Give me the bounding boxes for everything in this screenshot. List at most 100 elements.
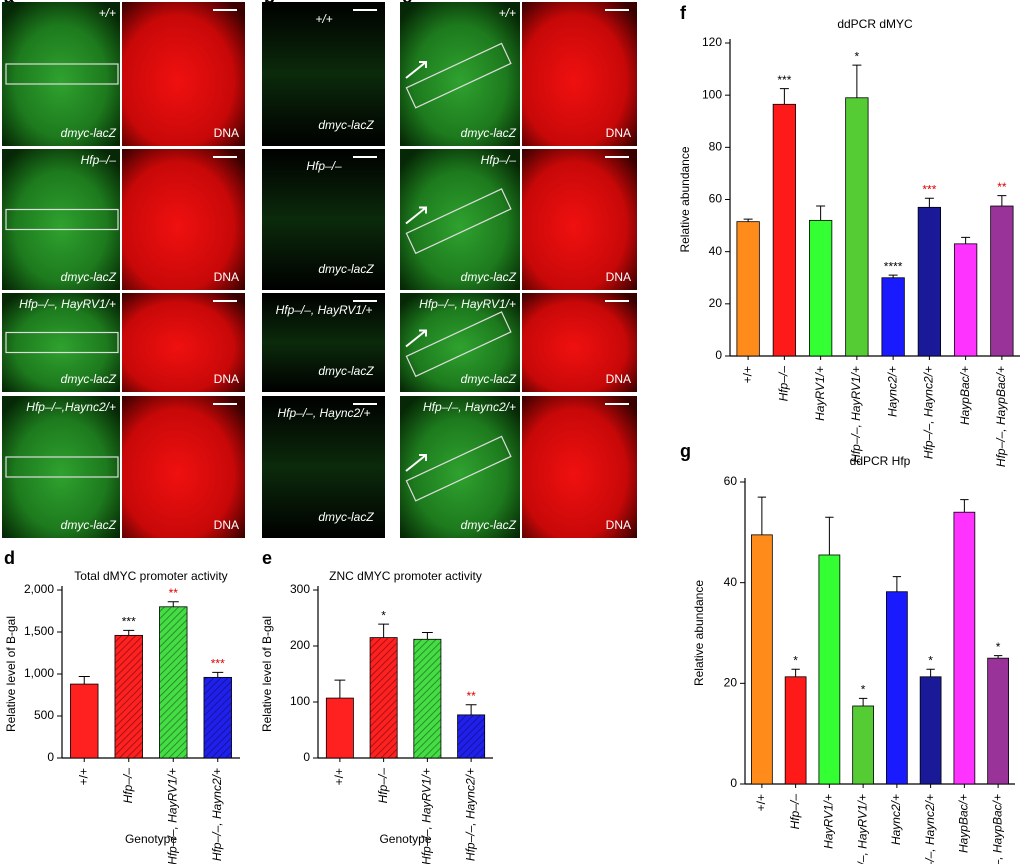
- y-tick-label: 80: [709, 140, 723, 154]
- x-tick-label: Haync2/+: [889, 794, 903, 845]
- error-bar: [757, 496, 767, 535]
- significance: *: [996, 640, 1001, 654]
- significance: **: [169, 586, 179, 600]
- genotype-label: Hfp–/–, HayRV1/+: [19, 297, 116, 311]
- error-bar: [993, 655, 1003, 659]
- error-bar: [123, 629, 135, 636]
- x-tick-label: Hfp–/–, HayRV1/+: [420, 768, 434, 864]
- error-bar: [378, 623, 390, 638]
- significance: ****: [884, 259, 903, 273]
- y-tick-label: 200: [290, 638, 310, 652]
- x-tick-label: Hfp–/–: [788, 794, 802, 830]
- y-axis-label: Relative level of B-gal: [260, 616, 274, 732]
- bar: [808, 219, 833, 357]
- genotype-label: Hfp–/–, HayRV1/+: [276, 303, 373, 317]
- stain-label: DNA: [606, 372, 631, 386]
- y-tick-label: 40: [709, 244, 723, 258]
- stain-label: DNA: [214, 126, 239, 140]
- reporter-label: dmyc-lacZ: [318, 118, 374, 132]
- y-tick-label: 100: [702, 87, 722, 101]
- green-image: [262, 396, 385, 538]
- bar: [772, 103, 797, 357]
- bar: [325, 697, 354, 759]
- green-image: [400, 293, 520, 392]
- green-image: [400, 149, 520, 290]
- reporter-label: dmyc-lacZ: [461, 126, 517, 140]
- reporter-label: dmyc-lacZ: [318, 364, 374, 378]
- significance: *: [381, 608, 386, 622]
- y-axis-label: Relative level of B-gal: [4, 616, 18, 732]
- bar: [818, 554, 841, 785]
- charts: d Total dMYC promoter activity Relative le…: [4, 3, 1020, 864]
- red-image: [122, 396, 245, 538]
- error-bar: [888, 274, 898, 278]
- genotype-label: Hfp–/–: [481, 153, 517, 167]
- stain-label: DNA: [606, 518, 631, 532]
- roi-box: [405, 435, 512, 502]
- stain-label: DNA: [214, 372, 239, 386]
- significance: ***: [211, 656, 225, 670]
- x-tick-label: Hfp–/–, Haync2/+: [210, 768, 224, 861]
- significance: ***: [777, 73, 791, 87]
- bar: [845, 97, 869, 357]
- reporter-label: dmyc-lacZ: [61, 126, 117, 140]
- y-tick-label: 1,000: [24, 666, 54, 680]
- y-tick-label: 300: [290, 582, 310, 596]
- significance: **: [997, 180, 1007, 194]
- y-tick-label: 0: [303, 750, 310, 764]
- bar: [919, 676, 942, 785]
- error-bar: [167, 601, 179, 607]
- red-image: [122, 149, 245, 290]
- panel-letter: g: [680, 441, 691, 461]
- roi-box: [405, 42, 512, 109]
- x-tick-label: HayRV1/+: [813, 366, 827, 421]
- x-tick-label: Hfp–/–: [777, 366, 791, 402]
- genotype-label: +/+: [99, 6, 116, 20]
- arrow: [405, 206, 427, 225]
- stain-label: DNA: [606, 270, 631, 284]
- error-bar: [743, 218, 753, 222]
- bar-hatch: [114, 635, 143, 758]
- error-bar: [791, 668, 800, 677]
- error-bar: [334, 679, 346, 699]
- chart-title: ZNC dMYC promoter activity: [329, 569, 482, 583]
- roi-box: [5, 63, 119, 85]
- reporter-label: dmyc-lacZ: [461, 270, 517, 284]
- y-tick-label: 0: [715, 348, 722, 362]
- chart-title: ddPCR Hfp: [850, 454, 911, 468]
- green-image: [2, 149, 120, 290]
- roi-box: [5, 208, 119, 231]
- bar: [953, 511, 976, 785]
- x-tick-label: Hfp–/–, HayRV1/+: [849, 366, 863, 463]
- significance: *: [861, 683, 866, 697]
- genotype-label: Hfp–/–: [81, 153, 117, 167]
- genotype-label: +/+: [499, 6, 516, 20]
- bar: [881, 277, 905, 357]
- x-tick-label: Hfp–/–, Haync2/+: [463, 768, 477, 861]
- panel-letter: e: [262, 548, 272, 568]
- bar: [886, 591, 908, 785]
- x-tick-label: HaypBac/+: [957, 794, 971, 853]
- error-bar: [926, 668, 935, 677]
- roi-box: [405, 311, 512, 378]
- reporter-label: dmyc-lacZ: [461, 372, 517, 386]
- green-image: [2, 2, 120, 146]
- y-tick-label: 2,000: [24, 582, 54, 596]
- panel-letter: d: [4, 548, 15, 568]
- x-tick-label: +/+: [76, 768, 90, 785]
- x-axis-label: Genotype: [379, 832, 431, 846]
- green-image: [262, 149, 385, 290]
- green-image: [262, 2, 385, 146]
- red-image: [522, 149, 637, 290]
- genotype-label: Hfp–/–: [306, 159, 342, 173]
- reporter-label: dmyc-lacZ: [61, 270, 117, 284]
- bar-chart: d Total dMYC promoter activity Relative le…: [4, 548, 240, 864]
- bar: [784, 676, 807, 785]
- genotype-label: Hfp–/–, HayRV1/+: [419, 297, 516, 311]
- bar-chart: g ddPCR Hfp Relative abundance 0 20 40 60 +/+ Hf…: [680, 441, 1015, 864]
- green-image: [2, 293, 120, 392]
- green-image: [262, 293, 385, 392]
- red-image: [522, 396, 637, 538]
- x-tick-label: +/+: [332, 768, 346, 785]
- error-bar: [997, 195, 1007, 207]
